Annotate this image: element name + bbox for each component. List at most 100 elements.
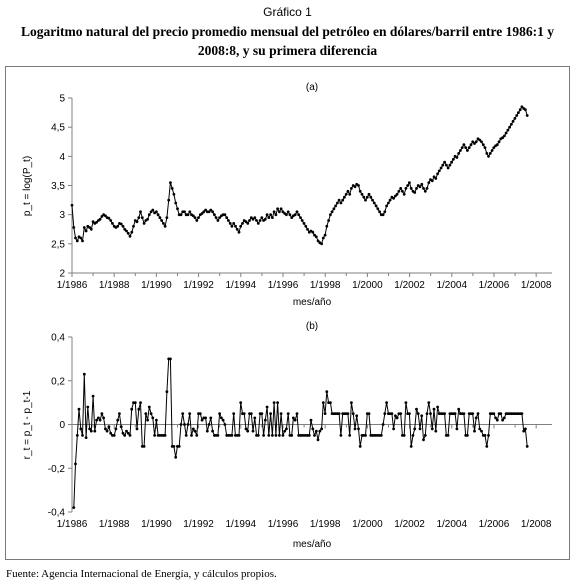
panel-b-data-point — [220, 416, 223, 420]
panel-b-data-point — [478, 427, 482, 431]
panel-a-data-point — [79, 236, 83, 240]
panel-a-data-point — [387, 201, 390, 205]
panel-b-data-point — [276, 401, 279, 404]
panel-b-data-point — [492, 412, 496, 415]
panel-a-data-point — [504, 131, 508, 135]
panel-a-series-line — [71, 106, 528, 245]
panel-b-data-point — [163, 434, 167, 437]
panel-a-data-point — [142, 222, 146, 225]
panel-a-data-point — [418, 185, 422, 189]
panel-b-x-tick-label: 1/1992 — [183, 519, 214, 530]
panel-a-data-point — [179, 213, 183, 217]
panel-b-data-point — [95, 418, 98, 422]
panel-a-data-point — [365, 195, 369, 199]
panel-b-x-tick-label: 1/1988 — [99, 519, 130, 530]
panel-b-data-point — [186, 423, 190, 426]
panel-b-data-point — [204, 416, 208, 420]
panel-b-data-point — [169, 357, 172, 361]
panel-a-data-point — [323, 233, 327, 237]
panel-a-data-point — [495, 143, 499, 147]
panel-b-x-tick-label: 1/1990 — [141, 519, 172, 530]
panel-a-data-point — [353, 185, 357, 189]
panel-a-data-point — [385, 204, 388, 208]
panel-a-data-point — [98, 217, 102, 221]
panel-a-data-point — [369, 195, 373, 199]
panel-a-data-point — [285, 213, 288, 217]
panel-b-data-point — [256, 434, 260, 437]
panel-b-data-point — [411, 434, 415, 437]
panel-b-data-point — [172, 445, 176, 448]
panel-a-data-point — [422, 187, 425, 190]
figure-title-line-2: 2008:8, y su primera diferencia — [197, 43, 378, 58]
panel-a-x-tick-label: 1/1990 — [141, 280, 172, 291]
panel-b-data-point — [130, 407, 134, 411]
panel-b-data-point — [74, 462, 77, 466]
chart-frame — [5, 66, 570, 560]
panel-b-data-point — [485, 445, 489, 448]
panel-b-x-tick-label: 1/2008 — [521, 519, 552, 530]
panel-a-data-point — [392, 196, 395, 200]
panel-b-data-point — [79, 427, 83, 431]
panel-a-data-point — [408, 181, 411, 185]
panel-b-data-point — [153, 434, 157, 437]
panel-a-data-point — [488, 152, 492, 155]
panel-b-data-point — [144, 412, 148, 415]
panel-b-x-axis-label: mes/año — [293, 539, 332, 550]
panel-a-markers — [70, 105, 529, 246]
panel-a-data-point — [404, 187, 408, 190]
panel-a-data-point — [399, 187, 403, 190]
panel-b-data-point — [455, 427, 459, 431]
panel-b-data-point — [311, 427, 315, 431]
panel-a-data-point — [327, 219, 330, 222]
panel-a-data-point — [300, 219, 304, 222]
panel-a-data-point — [314, 235, 318, 239]
panel-b-data-point — [309, 418, 313, 422]
panel-a-data-point — [237, 230, 241, 234]
panel-a-data-point — [147, 213, 151, 217]
panel-b-x-tick-label: 1/2002 — [394, 519, 425, 530]
panel-b-data-point — [423, 434, 427, 437]
panel-a-x-tick-label: 1/2008 — [521, 280, 552, 291]
panel-a-data-point — [457, 152, 461, 155]
panel-a-data-point — [471, 140, 475, 144]
panel-a-data-point — [227, 219, 230, 222]
panel-a-y-tick-label: 3,5 — [51, 181, 65, 192]
panel-b-data-point — [260, 412, 264, 415]
panel-a-data-point — [235, 227, 239, 231]
panel-a-data-point — [378, 210, 381, 214]
panel-b-data-point — [107, 425, 111, 429]
panel-a-data-point — [395, 192, 399, 196]
figure-title: Logaritmo natural del precio promedio me… — [10, 22, 565, 60]
panel-b-data-point — [100, 412, 104, 415]
panel-b-data-point — [119, 425, 123, 429]
panel-a-data-point — [423, 189, 427, 193]
figure-label: Gráfico 1 — [263, 5, 312, 19]
panel-a-data-point — [174, 201, 178, 205]
panel-a-y-tick-label: 3 — [59, 210, 65, 221]
panel-a-data-point — [72, 226, 76, 229]
panel-b-data-point — [495, 418, 499, 422]
panel-b-data-point — [104, 427, 107, 431]
panel-b-y-axis-label: r_t = p_t - p_t-1 — [22, 390, 33, 459]
panel-b-data-point — [147, 405, 151, 409]
panel-b-data-point — [462, 412, 466, 415]
panel-b-data-point — [251, 429, 255, 433]
panel-b-data-point — [274, 434, 278, 437]
panel-b-data-point — [102, 416, 105, 420]
panel-a-data-point — [299, 216, 302, 220]
panel-a-data-point — [511, 119, 515, 123]
panel-a-data-point — [258, 219, 262, 222]
panel-a-data-point — [165, 216, 169, 220]
panel-a-y-axis-label: p_t = log(P_t) — [22, 156, 33, 216]
panel-a-data-point — [295, 210, 299, 214]
panel-a-data-point — [202, 210, 206, 214]
panel-a-data-point — [158, 216, 162, 220]
panel-a-x-tick-label: 1/2000 — [352, 280, 383, 291]
panel-a-data-point — [464, 146, 468, 150]
panel-a-data-point — [104, 214, 107, 218]
panel-b-data-point — [267, 434, 271, 437]
panel-b-data-point — [174, 455, 178, 459]
panel-a-data-point — [466, 149, 469, 152]
panel-a-data-point — [344, 192, 348, 196]
